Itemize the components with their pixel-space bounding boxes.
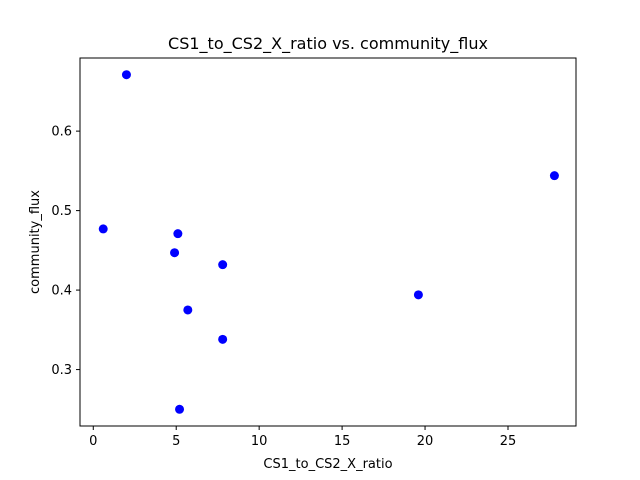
x-tick-label: 20 <box>417 434 434 449</box>
x-tick-label: 15 <box>334 434 351 449</box>
y-axis-ticks: 0.3 0.4 0.5 0.6 <box>51 125 80 378</box>
plot-area: 0.3 0.4 0.5 0.6 0 5 10 15 20 25 <box>51 57 577 449</box>
x-tick-label: 5 <box>172 434 180 449</box>
data-point <box>173 229 183 239</box>
data-point <box>218 260 228 270</box>
data-point <box>98 224 108 234</box>
data-point <box>170 248 180 258</box>
y-axis-label: community_flux <box>28 190 43 294</box>
y-tick-label: 0.4 <box>51 284 72 299</box>
data-point <box>121 70 131 80</box>
chart-title: CS1_to_CS2_X_ratio vs. community_flux <box>168 34 488 54</box>
y-tick-label: 0.5 <box>51 204 72 219</box>
data-point <box>549 171 559 181</box>
data-point <box>175 404 185 414</box>
x-tick-label: 0 <box>89 434 97 449</box>
y-tick-label: 0.3 <box>51 363 72 378</box>
data-point <box>218 334 228 344</box>
x-axis-label: CS1_to_CS2_X_ratio <box>263 457 392 472</box>
data-point <box>413 290 423 300</box>
x-axis-ticks: 0 5 10 15 20 25 <box>89 426 516 449</box>
data-point <box>183 305 193 315</box>
x-tick-label: 25 <box>500 434 517 449</box>
axes-frame <box>79 57 577 427</box>
x-tick-label: 10 <box>251 434 268 449</box>
data-points <box>98 70 559 414</box>
y-tick-label: 0.6 <box>51 125 72 140</box>
